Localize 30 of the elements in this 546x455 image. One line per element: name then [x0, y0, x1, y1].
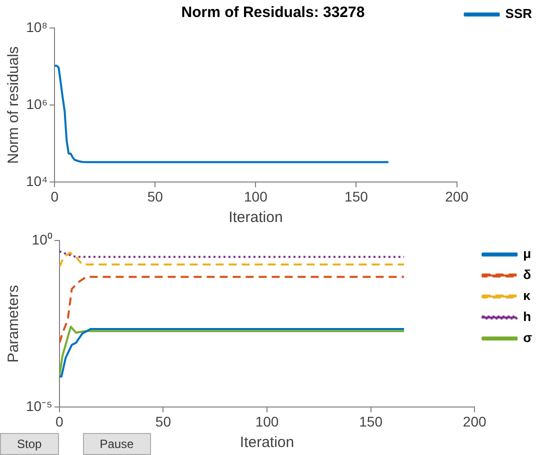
- y-tick-label: 10⁴: [26, 173, 48, 190]
- push-button: Stop: [0, 433, 59, 455]
- x-tick-label: 100: [244, 188, 268, 204]
- x-tick-label: 0: [55, 413, 64, 430]
- legend-label: h: [523, 309, 532, 324]
- y-tick-label: 10⁶: [26, 96, 48, 112]
- x-tick-label: 150: [359, 413, 383, 430]
- legend-label: SSR: [505, 6, 533, 22]
- x-tick-label: 200: [445, 188, 469, 204]
- legend-label: μ: [523, 246, 532, 262]
- x-axis-title: Iteration: [228, 209, 283, 226]
- y-axis-title: Parameters: [5, 285, 22, 363]
- y-axis-title: Norm of residuals: [5, 46, 22, 164]
- legend-label: κ: [523, 288, 532, 304]
- y-tick-label: 10⁸: [26, 18, 48, 35]
- x-tick-label: 100: [255, 413, 279, 430]
- push-button: Pause: [82, 433, 151, 455]
- x-tick-label: 200: [462, 413, 486, 430]
- y-tick-label: 10⁰: [32, 231, 52, 248]
- x-tick-label: 150: [344, 188, 368, 204]
- legend-label: δ: [523, 267, 532, 282]
- x-tick-label: 0: [50, 188, 59, 204]
- y-tick-label: 10⁻⁵: [26, 398, 52, 414]
- line-series: [59, 276, 406, 344]
- x-tick-label: 50: [155, 413, 172, 430]
- line-series: [59, 252, 406, 268]
- x-axis-title: Iteration: [240, 434, 294, 452]
- chart-title: Norm of Residuals: 33278: [181, 4, 365, 22]
- x-tick-label: 50: [147, 188, 164, 204]
- legend-label: σ: [523, 330, 532, 346]
